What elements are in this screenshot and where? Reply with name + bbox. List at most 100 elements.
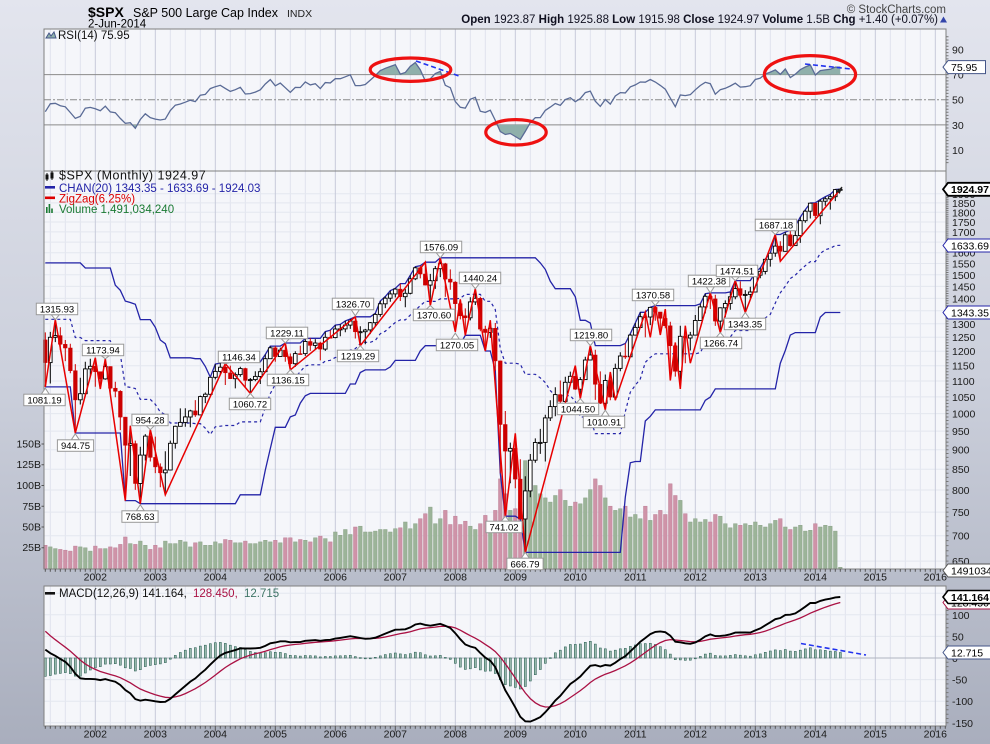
svg-text:900: 900	[952, 445, 970, 457]
svg-text:2003: 2003	[144, 572, 168, 584]
svg-text:10: 10	[952, 145, 964, 157]
svg-text:2008: 2008	[444, 572, 468, 584]
svg-text:90: 90	[952, 44, 964, 56]
svg-text:2007: 2007	[384, 729, 408, 741]
svg-text:1576.09: 1576.09	[424, 243, 458, 254]
svg-text:1270.05: 1270.05	[440, 341, 474, 352]
svg-text:666.79: 666.79	[510, 560, 539, 571]
svg-text:© StockCharts.com: © StockCharts.com	[847, 4, 946, 16]
svg-text:50B: 50B	[22, 522, 41, 534]
svg-text:128.450,: 128.450,	[193, 588, 238, 600]
svg-text:1370.58: 1370.58	[636, 291, 670, 302]
svg-text:1060.72: 1060.72	[233, 400, 267, 411]
svg-text:1343.35: 1343.35	[728, 320, 762, 331]
svg-text:944.75: 944.75	[61, 441, 90, 452]
svg-text:1136.15: 1136.15	[271, 376, 305, 387]
svg-text:2012: 2012	[684, 729, 708, 741]
svg-text:1750: 1750	[952, 217, 976, 229]
svg-text:1173.94: 1173.94	[86, 346, 120, 357]
svg-text:50: 50	[952, 631, 964, 643]
svg-text:75.95: 75.95	[951, 62, 977, 74]
svg-text:741.02: 741.02	[489, 523, 518, 534]
svg-text:1250: 1250	[952, 332, 976, 344]
svg-text:100: 100	[952, 610, 970, 622]
svg-text:1050: 1050	[952, 392, 976, 404]
svg-text:-50: -50	[952, 675, 967, 687]
svg-text:950: 950	[952, 426, 970, 438]
svg-text:1315.93: 1315.93	[40, 305, 74, 316]
svg-text:1400: 1400	[952, 293, 976, 305]
svg-text:12.715: 12.715	[244, 588, 279, 600]
svg-text:2002: 2002	[84, 572, 108, 584]
svg-text:1266.74: 1266.74	[704, 339, 738, 350]
svg-text:12.715: 12.715	[951, 647, 983, 659]
svg-text:800: 800	[952, 485, 970, 497]
svg-text:$SPX (Monthly) 1924.97: $SPX (Monthly) 1924.97	[59, 169, 206, 183]
svg-text:2005: 2005	[264, 729, 288, 741]
svg-text:2004: 2004	[204, 572, 228, 584]
svg-text:1491034240: 1491034240	[951, 565, 990, 577]
svg-text:CHAN(20) 1343.35 - 1633.69 - 1: CHAN(20) 1343.35 - 1633.69 - 1924.03	[59, 183, 260, 195]
svg-text:S&P 500 Large Cap Index: S&P 500 Large Cap Index	[133, 6, 279, 20]
svg-text:1850: 1850	[952, 198, 976, 210]
svg-text:850: 850	[952, 464, 970, 476]
svg-text:1550: 1550	[952, 259, 976, 271]
svg-text:-100: -100	[952, 696, 973, 708]
svg-text:1044.50: 1044.50	[561, 405, 595, 416]
svg-text:1343.35: 1343.35	[951, 307, 989, 319]
svg-text:700: 700	[952, 531, 970, 543]
svg-text:1800: 1800	[952, 207, 976, 219]
svg-text:2009: 2009	[504, 572, 528, 584]
svg-text:2006: 2006	[324, 572, 348, 584]
svg-text:2007: 2007	[384, 572, 408, 584]
svg-text:2002: 2002	[84, 729, 108, 741]
svg-text:ZigZag(6.25%): ZigZag(6.25%)	[59, 194, 135, 206]
svg-text:2008: 2008	[444, 729, 468, 741]
svg-text:1229.11: 1229.11	[270, 329, 304, 340]
svg-text:1219.80: 1219.80	[574, 331, 608, 342]
svg-text:1422.38: 1422.38	[692, 277, 726, 288]
svg-text:1219.29: 1219.29	[341, 352, 375, 363]
svg-text:100B: 100B	[16, 480, 41, 492]
svg-text:1474.51: 1474.51	[720, 267, 754, 278]
svg-text:30: 30	[952, 120, 964, 132]
svg-text:1326.70: 1326.70	[336, 300, 370, 311]
svg-text:141.164: 141.164	[951, 592, 989, 604]
svg-text:2009: 2009	[504, 729, 528, 741]
svg-text:2006: 2006	[324, 729, 348, 741]
svg-text:2014: 2014	[804, 729, 828, 741]
svg-text:2016: 2016	[924, 572, 948, 584]
svg-text:2003: 2003	[144, 729, 168, 741]
svg-text:768.63: 768.63	[125, 512, 154, 523]
svg-text:2-Jun-2014: 2-Jun-2014	[88, 19, 147, 31]
svg-text:125B: 125B	[16, 459, 41, 471]
svg-text:1100: 1100	[952, 376, 975, 388]
svg-text:-150: -150	[952, 718, 973, 730]
svg-text:70: 70	[952, 70, 964, 82]
svg-text:2010: 2010	[564, 729, 588, 741]
svg-text:2004: 2004	[204, 729, 228, 741]
svg-text:1010.91: 1010.91	[587, 418, 621, 429]
svg-text:750: 750	[952, 507, 970, 519]
svg-text:1150: 1150	[952, 361, 975, 373]
svg-text:2005: 2005	[264, 572, 288, 584]
svg-text:2013: 2013	[744, 729, 768, 741]
svg-text:Volume 1,491,034,240: Volume 1,491,034,240	[59, 204, 174, 216]
svg-text:1440.24: 1440.24	[463, 274, 497, 285]
svg-text:2015: 2015	[864, 572, 888, 584]
svg-text:INDX: INDX	[287, 8, 312, 20]
svg-text:1700: 1700	[952, 227, 976, 239]
svg-text:1687.18: 1687.18	[759, 221, 793, 232]
svg-text:75B: 75B	[22, 501, 41, 513]
svg-text:1146.34: 1146.34	[222, 353, 256, 364]
svg-text:1081.19: 1081.19	[27, 396, 61, 407]
svg-text:1450: 1450	[952, 281, 976, 293]
svg-text:Open 1923.87 High 1925.88 Low: Open 1923.87 High 1925.88 Low 1915.98 Cl…	[461, 14, 938, 26]
svg-text:2014: 2014	[804, 572, 828, 584]
svg-text:2012: 2012	[684, 572, 708, 584]
svg-text:150B: 150B	[16, 439, 41, 451]
svg-text:1200: 1200	[952, 346, 976, 358]
svg-text:$SPX: $SPX	[88, 4, 124, 20]
svg-text:1924.97: 1924.97	[951, 184, 989, 196]
svg-text:2013: 2013	[744, 572, 768, 584]
